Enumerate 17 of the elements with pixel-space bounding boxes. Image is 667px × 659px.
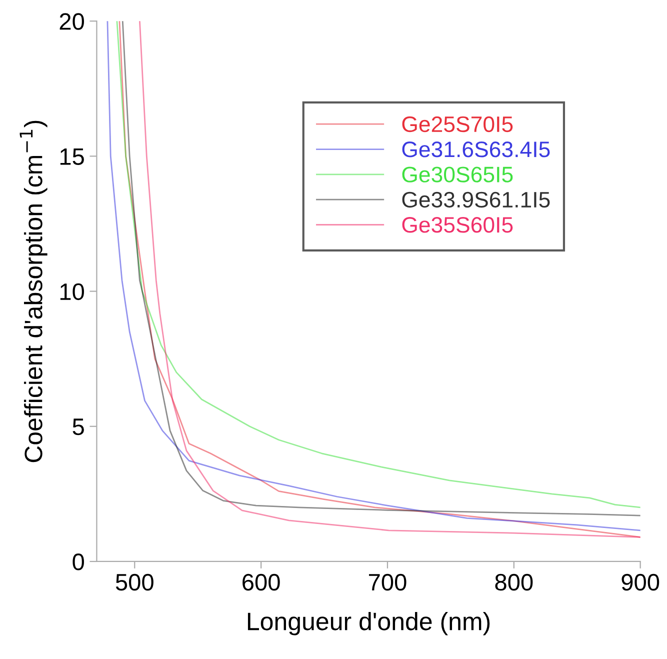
y-tick-label: 20 (60, 13, 84, 30)
y-tick-label: 0 (72, 554, 84, 570)
x-tick-label: 500 (116, 574, 154, 591)
x-tick-label: 900 (622, 574, 660, 591)
x-tick-label: 600 (242, 574, 280, 591)
x-axis-title: Longueur d'onde (nm) (248, 612, 490, 636)
legend-label: Ge31.6S63.4I5 (402, 142, 550, 158)
y-tick-label: 10 (60, 283, 84, 300)
legend-label: Ge35S60I5 (402, 217, 513, 233)
y-tick-label: 15 (60, 148, 84, 165)
legend-label: Ge30S65I5 (402, 166, 513, 182)
y-tick-label: 5 (72, 418, 84, 436)
x-tick-label: 800 (495, 574, 533, 591)
x-tick-label: 700 (368, 574, 406, 591)
legend-label: Ge25S70I5 (402, 116, 513, 132)
y-axis-title: Coefficient d'absorption (cm$^{−1}$) (20, 120, 48, 462)
legend-label: Ge33.9S61.1I5 (402, 192, 550, 208)
